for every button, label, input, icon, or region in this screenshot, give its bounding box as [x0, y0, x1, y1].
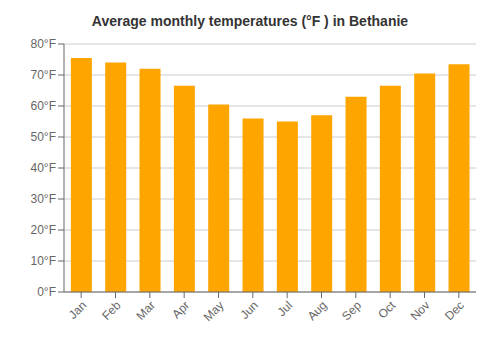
svg-text:Jun: Jun — [237, 298, 261, 322]
svg-text:40°F: 40°F — [31, 161, 56, 175]
svg-text:20°F: 20°F — [31, 223, 56, 237]
svg-text:Jul: Jul — [275, 298, 296, 319]
svg-text:Oct: Oct — [375, 298, 399, 322]
svg-text:Apr: Apr — [169, 298, 192, 321]
svg-text:Feb: Feb — [99, 298, 124, 323]
svg-text:Mar: Mar — [133, 298, 158, 323]
svg-text:Sep: Sep — [339, 298, 364, 323]
svg-text:10°F: 10°F — [31, 254, 56, 268]
html-text:Average monthly temperatures (: Average monthly temperatures (°F ) in Be… — [91, 13, 409, 29]
svg-text:70°F: 70°F — [31, 68, 56, 82]
svg-text:Nov: Nov — [408, 298, 433, 323]
svg-text:80°F: 80°F — [31, 37, 56, 51]
svg-text:0°F: 0°F — [37, 285, 56, 299]
svg-text:50°F: 50°F — [31, 130, 56, 144]
svg-text:60°F: 60°F — [31, 99, 56, 113]
svg-text:Aug: Aug — [305, 298, 330, 323]
svg-text:May: May — [201, 298, 227, 324]
svg-text:30°F: 30°F — [31, 192, 56, 206]
svg-text:Dec: Dec — [442, 298, 467, 323]
svg-text:Jan: Jan — [66, 298, 90, 322]
